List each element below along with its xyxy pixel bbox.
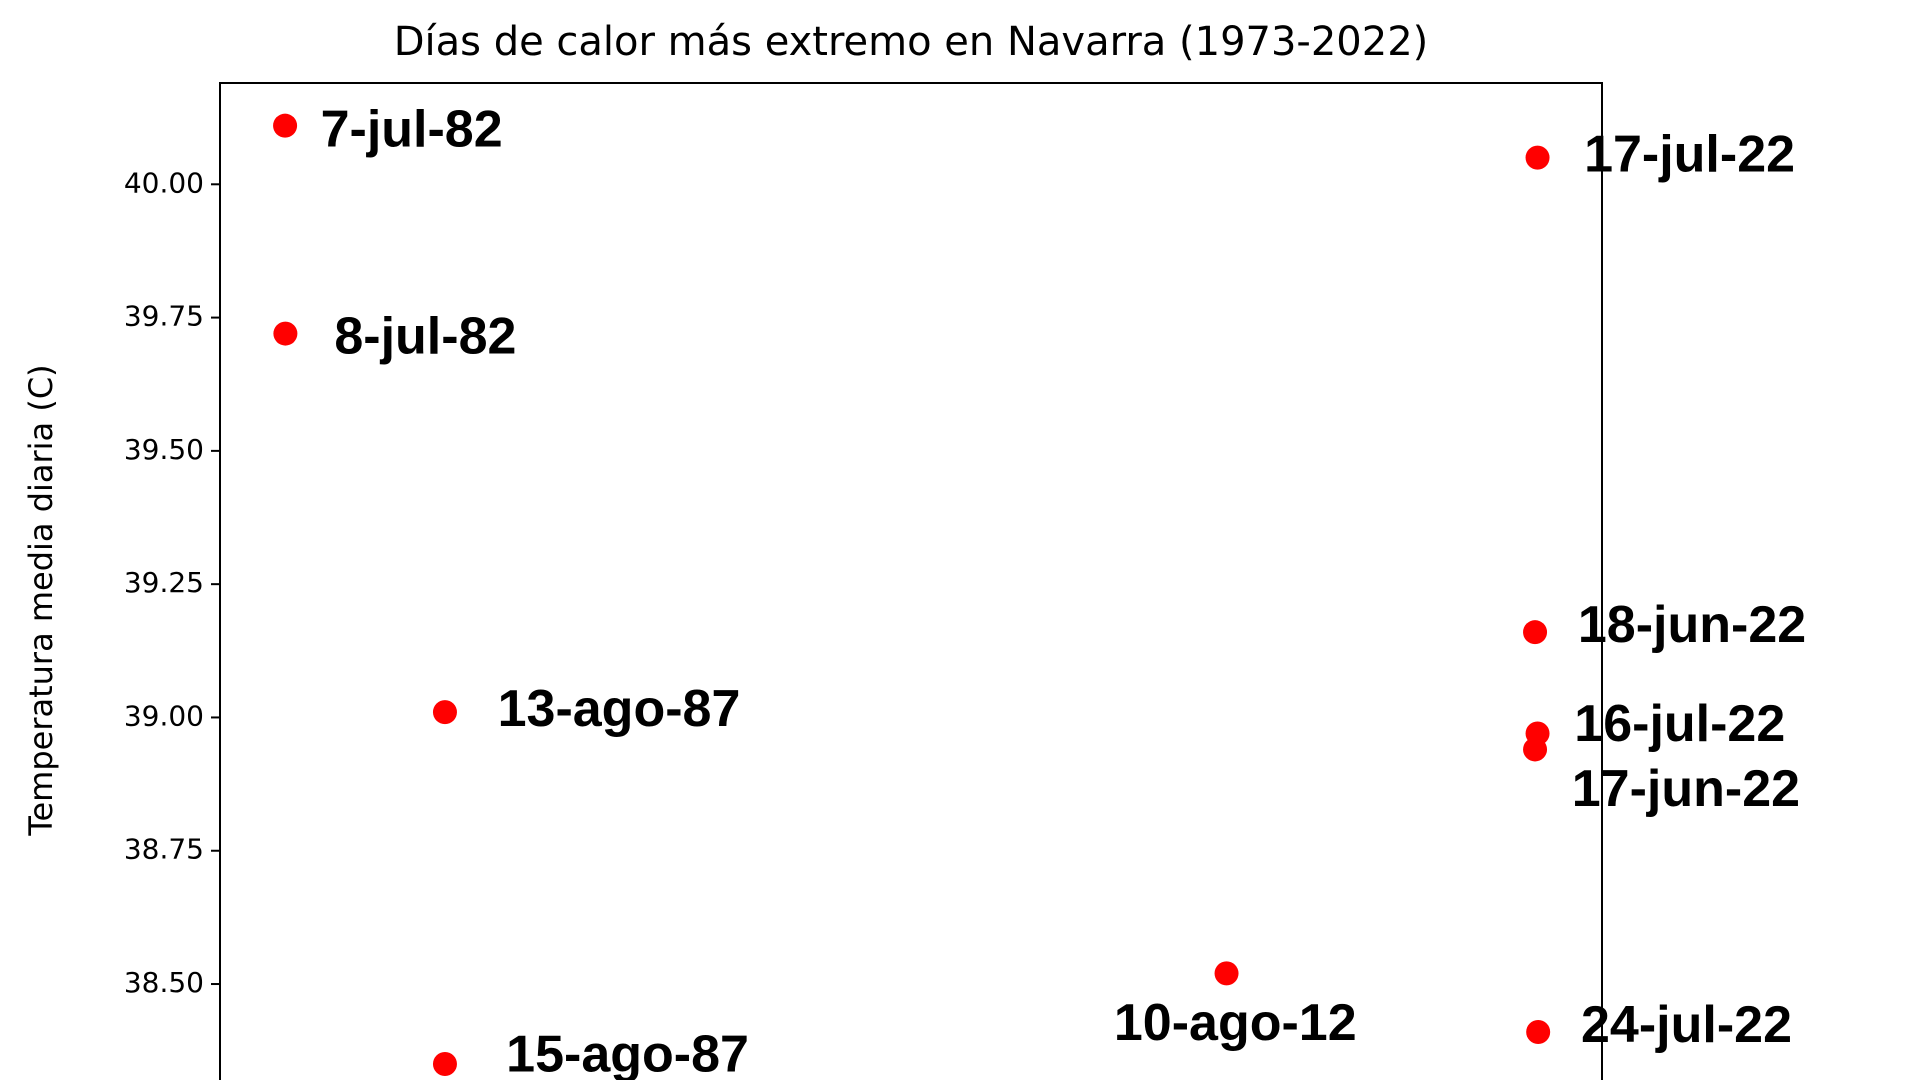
value-label: 15-ago-87 [506,1026,749,1080]
point [432,1052,457,1077]
point [1525,145,1550,170]
y-tick-label: 39.25 [124,566,204,599]
value-label: 24-jul-22 [1581,996,1792,1054]
chart-title: Días de calor más extremo en Navarra (19… [394,19,1429,65]
value-label: 16-jul-22 [1574,695,1785,753]
y-tick-label: 39.00 [124,699,204,732]
point [432,700,457,725]
y-tick-label: 39.50 [124,433,204,466]
value-label: 18-jun-22 [1578,596,1806,654]
y-tick-label: 39.75 [124,300,204,333]
point [1523,737,1548,762]
value-label: 17-jun-22 [1572,760,1800,818]
plot-frame [219,82,1603,1080]
point [1214,961,1239,986]
value-label: 8-jul-82 [334,307,516,365]
y-tick-label: 40.00 [124,166,204,199]
value-label: 10-ago-12 [1114,994,1357,1052]
y-tick-label: 38.50 [124,966,204,999]
value-label: 17-jul-22 [1584,125,1795,183]
point [273,113,298,138]
point [1523,620,1548,645]
point [1526,1020,1551,1045]
y-tick-label: 38.75 [124,833,204,866]
value-label: 7-jul-82 [321,101,503,159]
point [273,321,298,346]
y-axis-label: Temperatura media diaria (C) [22,364,60,836]
value-label: 13-ago-87 [498,680,741,738]
